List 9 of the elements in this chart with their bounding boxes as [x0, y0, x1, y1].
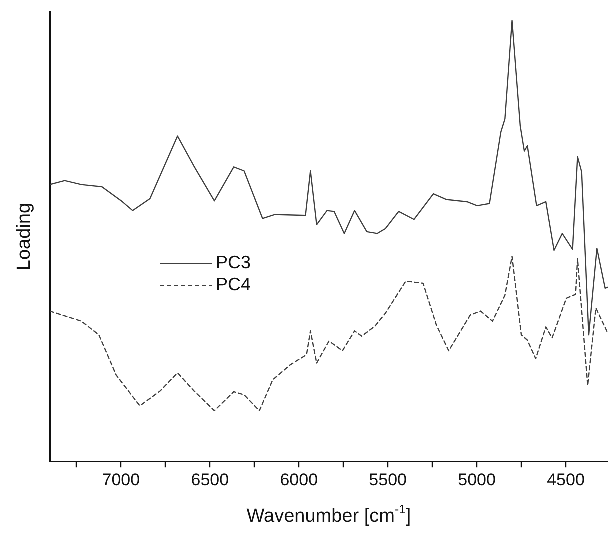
legend-label: PC3: [216, 252, 252, 273]
x-tick-label: 6000: [280, 470, 318, 490]
x-tick-label: 4500: [547, 470, 585, 490]
y-axis-title: Loading: [14, 202, 35, 271]
x-tick-label: 6500: [191, 470, 230, 490]
legend-label: PC4: [216, 274, 252, 295]
x-tick-label: 5000: [458, 470, 496, 490]
x-tick-label: 7000: [102, 470, 140, 490]
x-tick-label: 5500: [369, 470, 407, 490]
